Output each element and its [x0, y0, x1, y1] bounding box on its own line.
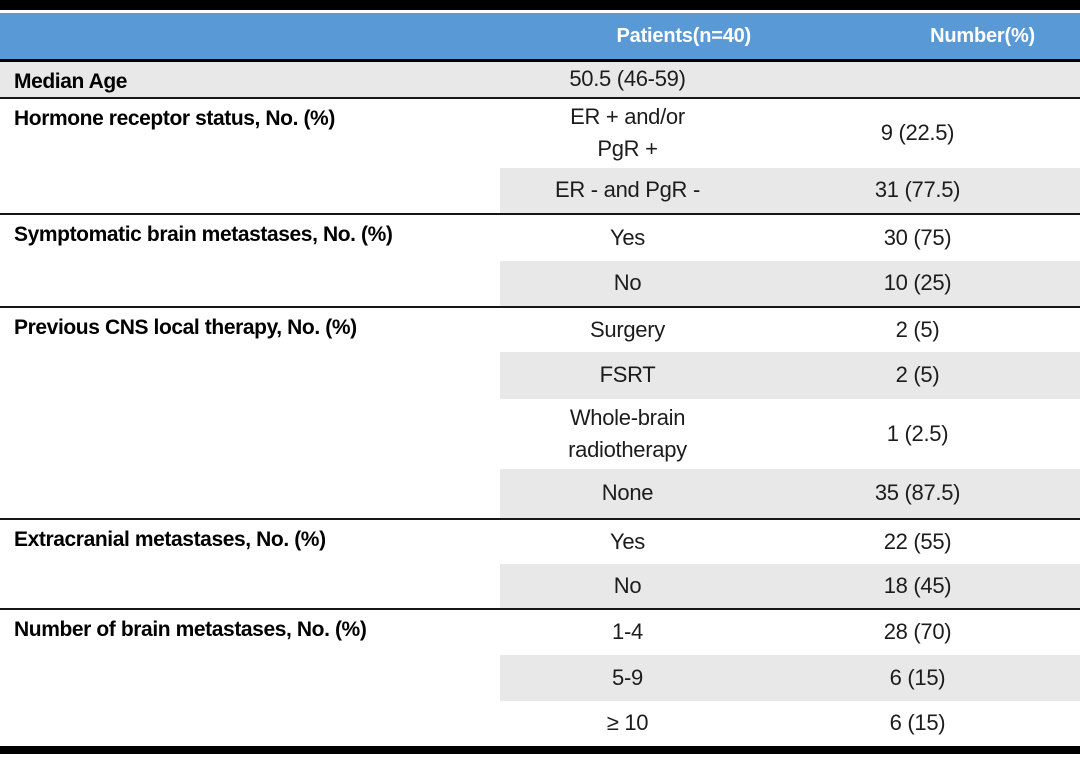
patient-characteristics-table: Patients(n=40) Number(%) Median Age 50.5…	[0, 13, 1080, 746]
patients-cell: No	[500, 563, 755, 609]
table-row: Previous CNS local therapy, No. (%) Surg…	[0, 305, 1080, 519]
row-label-hormone-receptor: Hormone receptor status, No. (%)	[0, 96, 500, 214]
patients-cell: FSRT	[500, 351, 755, 399]
column-header-number: Number(%)	[755, 13, 1080, 62]
number-cell: 1 (2.5)	[886, 420, 949, 446]
table-row: ≥ 10 6 (15)	[0, 701, 1080, 746]
patients-cell: 5-9	[500, 654, 755, 701]
number-cell: 31 (77.5)	[755, 167, 1080, 214]
header-row: Patients(n=40) Number(%)	[0, 13, 1080, 62]
row-label-extracranial-metastases: Extracranial metastases, No. (%)	[0, 517, 500, 609]
number-cell: 18 (45)	[755, 563, 1080, 609]
number-cell: 6 (15)	[755, 654, 1080, 701]
number-cell: 6 (15)	[889, 710, 946, 735]
number-cell: 2 (5)	[755, 351, 1080, 399]
table-row: Whole-brain radiotherapy 1 (2.5)	[0, 399, 1080, 469]
table-row: Extracranial metastases, No. (%) Yes 22 …	[0, 517, 1080, 609]
table-row: FSRT 2 (5)	[0, 351, 1080, 399]
number-cell: 22 (55)	[755, 517, 1080, 564]
patients-cell: Yes	[500, 212, 755, 261]
number-cell: 9 (22.5)	[755, 96, 1080, 168]
table-row: Hormone receptor status, No. (%) ER + an…	[0, 96, 1080, 214]
patients-cell: Surgery	[500, 305, 755, 352]
patients-cell: 50.5 (46-59)	[500, 60, 755, 98]
table-row: No 10 (25)	[0, 260, 1080, 307]
number-cell: 30 (75)	[755, 212, 1080, 261]
patients-cell: ER + and/or PgR +	[500, 96, 755, 168]
number-cell: 35 (87.5)	[755, 468, 1080, 519]
table-top-border	[0, 0, 1080, 10]
table-row: ER - and PgR - 31 (77.5)	[0, 167, 1080, 214]
patients-cell: No	[500, 260, 755, 307]
table-row: None 35 (87.5)	[0, 468, 1080, 519]
header-cell-empty	[0, 13, 500, 62]
row-label-previous-cns-therapy: Previous CNS local therapy, No. (%)	[0, 305, 500, 519]
patients-cell: Whole-brain radiotherapy	[568, 404, 687, 462]
number-cell: 10 (25)	[755, 260, 1080, 307]
table-row: No 18 (45)	[0, 563, 1080, 609]
column-header-patients: Patients(n=40)	[500, 13, 755, 62]
row-label-symptomatic-brain-metastases: Symptomatic brain metastases, No. (%)	[0, 212, 500, 307]
patients-cell: None	[500, 468, 755, 519]
number-cell: 2 (5)	[755, 305, 1080, 352]
number-cell: 28 (70)	[755, 607, 1080, 655]
patients-cell: ≥ 10	[606, 710, 649, 735]
table-row: Number of brain metastases, No. (%) 1-4 …	[0, 607, 1080, 746]
patients-cell: Yes	[500, 517, 755, 564]
patients-cell: 1-4	[500, 607, 755, 655]
row-label-median-age: Median Age	[0, 60, 500, 98]
patients-cell: ER - and PgR -	[500, 167, 755, 214]
table-row: 5-9 6 (15)	[0, 654, 1080, 701]
table-row: Median Age 50.5 (46-59)	[0, 60, 1080, 98]
table-bottom-border	[0, 745, 1080, 754]
row-label-number-brain-metastases: Number of brain metastases, No. (%)	[0, 607, 500, 746]
number-cell	[755, 60, 1080, 98]
table-row: Symptomatic brain metastases, No. (%) Ye…	[0, 212, 1080, 307]
